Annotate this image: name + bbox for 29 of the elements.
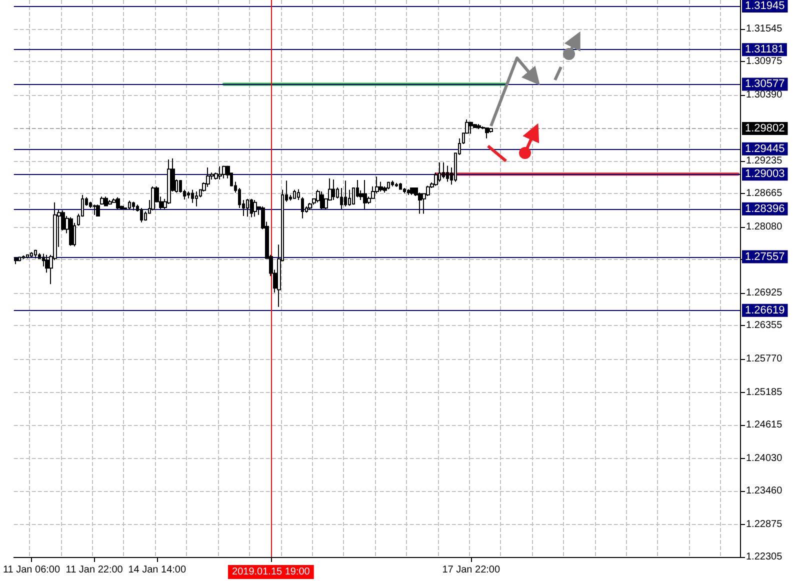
ref-line-label: 1.29802: [745, 122, 785, 134]
ref-line-label: 1.28396: [745, 202, 785, 215]
ref-line-label: 1.27557: [745, 250, 785, 263]
y-tick-label: 1.22875: [746, 518, 783, 530]
y-tick-label: 1.29235: [746, 155, 783, 166]
y-tick-label: 1.22305: [746, 552, 783, 562]
ref-line-label: 1.30577: [745, 78, 785, 90]
ref-line-label: 1.26619: [745, 304, 785, 316]
y-tick-label: 1.24615: [746, 419, 783, 430]
y-tick-label: 1.31545: [746, 23, 783, 34]
ref-line-label: 1.31945: [745, 0, 785, 12]
y-tick-label: 1.24030: [746, 452, 783, 464]
x-tick-label: 2019.01.15 19:00: [232, 566, 310, 578]
ref-line-label: 1.31181: [745, 44, 784, 56]
y-tick-label: 1.28665: [746, 188, 783, 199]
x-tick-label: 14 Jan 14:00: [128, 564, 186, 576]
x-tick-label: 11 Jan 06:00: [2, 564, 60, 576]
y-tick-label: 1.30975: [746, 56, 783, 67]
y-tick-label: 1.28080: [746, 221, 783, 232]
x-tick-label: 17 Jan 22:00: [442, 564, 500, 576]
y-tick-label: 1.23460: [746, 485, 783, 496]
x-tick-label: 11 Jan 22:00: [66, 564, 124, 576]
y-tick-label: 1.30390: [746, 89, 783, 100]
ref-line-label: 1.29003: [745, 168, 785, 180]
y-tick-label: 1.25185: [746, 386, 783, 398]
y-tick-label: 1.26925: [746, 287, 783, 298]
y-tick-label: 1.25770: [746, 353, 783, 364]
ref-line-label: 1.29445: [745, 142, 785, 155]
y-tick-label: 1.26355: [746, 320, 783, 332]
